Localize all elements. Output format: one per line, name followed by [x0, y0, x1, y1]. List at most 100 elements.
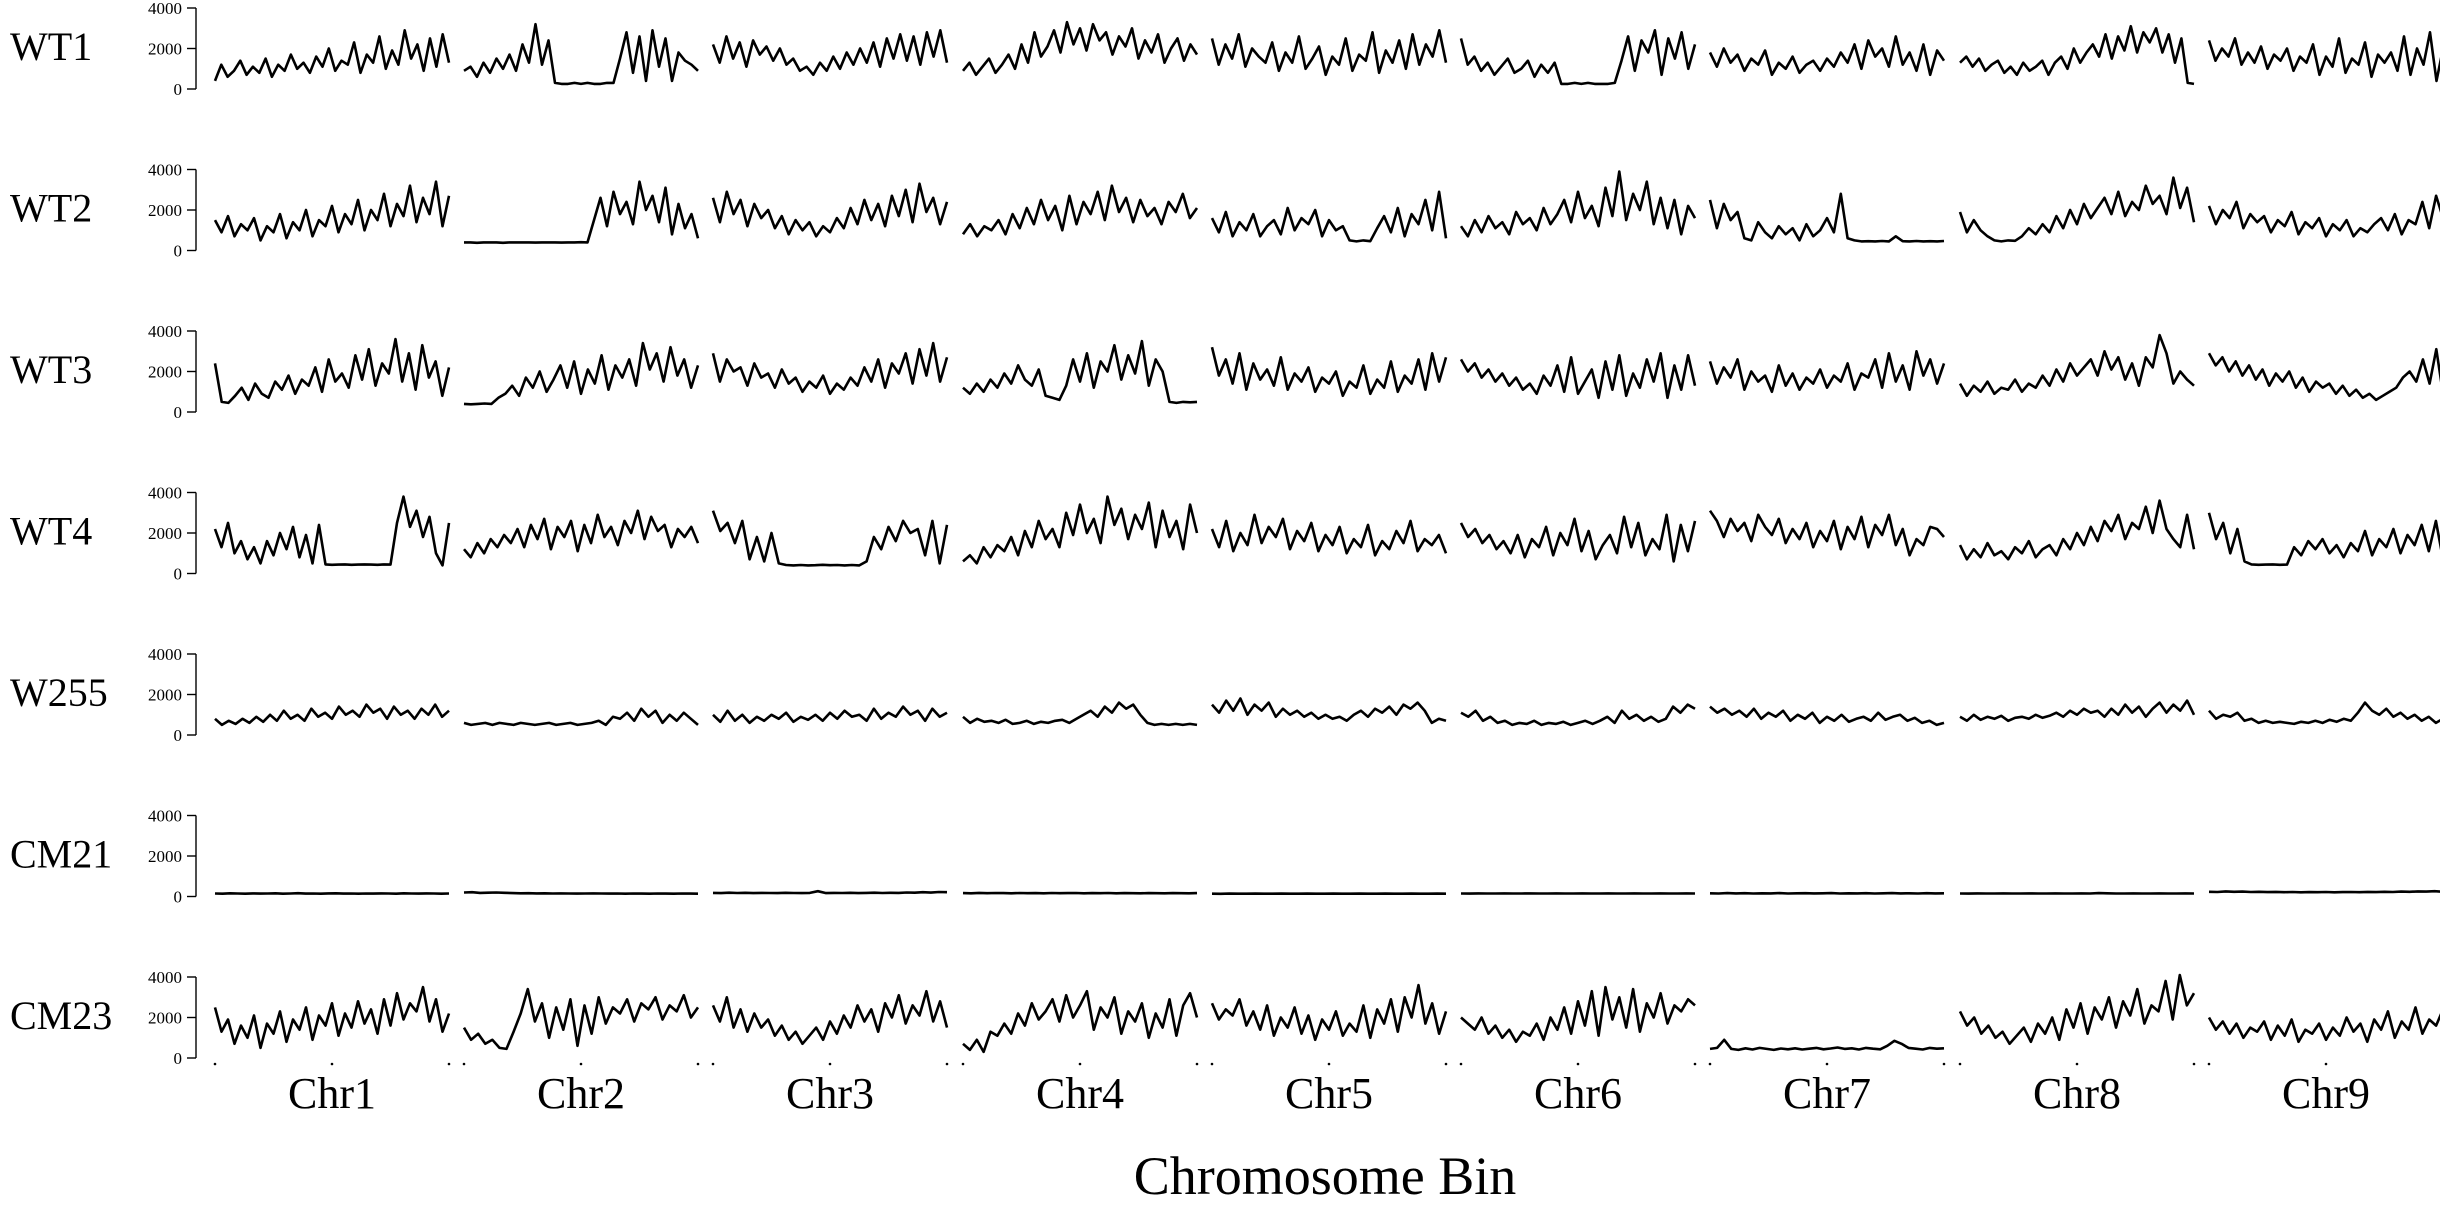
- trace-wt4-chr3: [711, 510, 949, 567]
- x-tick-mark: [2207, 1062, 2211, 1066]
- x-tick-mark: [447, 1062, 451, 1066]
- trace-wt2-chr8: [1958, 176, 2196, 243]
- trace-wt2-chr6: [1459, 170, 1697, 238]
- trace-wt2-chr5: [1210, 190, 1448, 243]
- chromosome-label-chr5: Chr5: [1285, 1069, 1373, 1118]
- trace-cm23-chr1: [213, 985, 451, 1050]
- trace-wt4-chr7: [1708, 509, 1945, 557]
- trace-cm23-chr5: [1210, 983, 1448, 1042]
- y-tick-label: 4000: [148, 322, 182, 341]
- x-tick-mark: [462, 1062, 466, 1066]
- x-tick-mark: [1210, 1062, 1214, 1066]
- chromosome-label-chr9: Chr9: [2282, 1069, 2370, 1118]
- trace-wt3-chr3: [711, 341, 949, 396]
- trace-wt1-chr6: [1459, 28, 1697, 86]
- y-tick-label: 0: [174, 888, 183, 907]
- trace-wt4-chr5: [1210, 513, 1448, 557]
- y-tick-label: 0: [174, 80, 183, 99]
- x-tick-mark: [1958, 1062, 1962, 1066]
- x-tick-mark: [579, 1062, 583, 1066]
- y-tick-label: 4000: [148, 484, 182, 503]
- plot-area: WT1 4000 2000 0 WT2 4000 2000 0 WT3 4000 2000 0 WT4 4…: [10, 0, 2440, 1118]
- x-tick-mark: [945, 1062, 949, 1066]
- x-tick-mark: [711, 1062, 715, 1066]
- sample-row-wt4: WT4 4000 2000 0: [10, 484, 2440, 584]
- trace-wt3-chr1: [213, 337, 451, 405]
- y-tick-label: 0: [174, 565, 183, 584]
- trace-w255-chr6: [1460, 703, 1696, 727]
- chromosome-label-chr6: Chr6: [1534, 1069, 1622, 1118]
- x-tick-mark: [828, 1062, 832, 1066]
- x-tick-mark: [1078, 1062, 1082, 1066]
- y-tick-label: 4000: [148, 968, 182, 987]
- trace-w255-chr4: [962, 701, 1198, 727]
- trace-cm23-chr4: [962, 989, 1199, 1054]
- y-tick-label: 2000: [148, 524, 182, 543]
- trace-wt3-chr4: [962, 339, 1198, 405]
- trace-wt2-chr7: [1708, 192, 1945, 243]
- x-tick-mark: [1459, 1062, 1463, 1066]
- x-tick-mark: [2192, 1062, 2196, 1066]
- chromosome-label-chr7: Chr7: [1783, 1069, 1871, 1118]
- y-tick-label: 4000: [148, 645, 182, 664]
- x-tick-mark: [1444, 1062, 1448, 1066]
- trace-wt4-chr4: [962, 495, 1199, 565]
- trace-cm23-chr3: [711, 989, 949, 1046]
- trace-wt3-chr2: [463, 341, 700, 406]
- y-tick-label: 2000: [148, 40, 182, 59]
- x-tick-mark: [1708, 1062, 1712, 1066]
- trace-wt4-chr1: [213, 495, 451, 567]
- trace-cm23-chr2: [462, 987, 700, 1051]
- trace-wt4-chr9: [2207, 512, 2440, 567]
- x-tick-mark: [2075, 1062, 2079, 1066]
- trace-wt4-chr2: [462, 509, 700, 559]
- sample-label: WT4: [10, 509, 92, 554]
- y-tick-label: 2000: [148, 847, 182, 866]
- chromosome-label-chr8: Chr8: [2033, 1069, 2121, 1118]
- y-tick-label: 4000: [148, 0, 182, 18]
- trace-wt2-chr4: [961, 184, 1199, 238]
- x-tick-mark: [330, 1062, 334, 1066]
- y-tick-label: 4000: [148, 807, 182, 826]
- trace-w255-chr3: [712, 705, 948, 725]
- trace-wt3-chr5: [1210, 346, 1448, 398]
- trace-cm23-chr6: [1460, 985, 1696, 1044]
- chromosome-label-chr1: Chr1: [288, 1069, 376, 1118]
- trace-wt2-chr1: [213, 180, 451, 242]
- trace-w255-chr1: [214, 703, 450, 727]
- sample-label: CM23: [10, 993, 112, 1038]
- x-tick-mark: [696, 1062, 700, 1066]
- trace-cm21-chr3: [712, 889, 948, 895]
- trace-w255-chr2: [463, 707, 699, 727]
- trace-wt4-chr6: [1459, 513, 1697, 563]
- y-tick-label: 2000: [148, 201, 182, 220]
- x-tick-mark: [1825, 1062, 1829, 1066]
- sample-label: CM21: [10, 832, 112, 877]
- trace-wt1-chr3: [711, 28, 949, 77]
- x-tick-mark: [1693, 1062, 1697, 1066]
- trace-wt2-chr3: [711, 182, 949, 238]
- sample-row-wt3: WT3 4000 2000 0: [10, 322, 2440, 422]
- trace-wt3-chr7: [1708, 349, 1946, 394]
- y-tick-label: 0: [174, 726, 183, 745]
- trace-wt4-chr8: [1958, 499, 2196, 561]
- x-tick-mark: [1195, 1062, 1199, 1066]
- trace-wt1-chr2: [463, 22, 699, 86]
- x-tick-mark: [961, 1062, 965, 1066]
- trace-wt3-chr8: [1958, 333, 2195, 398]
- sample-row-wt2: WT2 4000 2000 0: [10, 161, 2440, 261]
- x-axis-title: Chromosome Bin: [1134, 1146, 1517, 1206]
- trace-wt1-chr8: [1959, 24, 2195, 86]
- trace-wt2-chr2: [464, 180, 700, 245]
- trace-w255-chr5: [1211, 697, 1447, 725]
- chromosome-label-chr3: Chr3: [786, 1069, 874, 1118]
- trace-wt1-chr5: [1210, 28, 1448, 77]
- sample-row-cm21: CM21 4000 2000 0: [10, 807, 2440, 907]
- trace-cm21-chr2: [463, 890, 699, 896]
- sample-row-wt1: WT1 4000 2000 0: [10, 0, 2440, 99]
- trace-wt1-chr4: [961, 20, 1199, 77]
- trace-cm23-chr8: [1958, 973, 2196, 1046]
- trace-cm21-chr9: [2208, 889, 2440, 894]
- trace-cm23-chr9: [2207, 1006, 2440, 1044]
